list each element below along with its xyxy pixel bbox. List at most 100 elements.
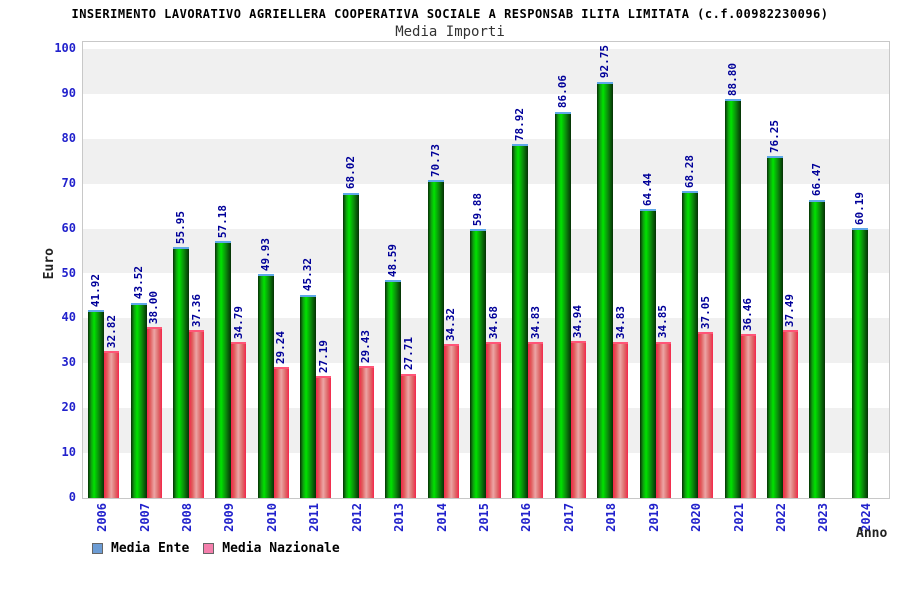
bar-media-nazionale-2011 bbox=[316, 375, 332, 498]
bar-media-ente-2017 bbox=[554, 111, 571, 498]
value-label-media-ente-2013: 48.59 bbox=[386, 243, 400, 277]
bar-media-nazionale-2009 bbox=[231, 341, 247, 498]
bar-media-nazionale-2010 bbox=[273, 366, 289, 498]
y-tick-label-0: 0 bbox=[68, 490, 76, 504]
legend-swatch-media-ente-icon bbox=[92, 543, 103, 554]
value-label-media-nazionale-2010: 29.24 bbox=[274, 330, 288, 364]
x-tick-label-2015: 2015 bbox=[477, 503, 491, 532]
value-label-media-ente-2006: 41.92 bbox=[89, 273, 103, 307]
bar-media-nazionale-2012 bbox=[358, 365, 374, 498]
y-tick-label-10: 10 bbox=[61, 445, 76, 460]
value-label-media-ente-2019: 64.44 bbox=[640, 172, 654, 206]
bar-media-ente-2011 bbox=[300, 294, 317, 498]
bar-media-nazionale-2017 bbox=[570, 341, 586, 498]
x-tick-label-2020: 2020 bbox=[689, 503, 704, 532]
x-tick-label-2010: 2010 bbox=[264, 503, 279, 532]
x-tick-label-2011: 2011 bbox=[307, 503, 322, 532]
x-tick-label-2017: 2017 bbox=[561, 503, 576, 532]
value-label-media-nazionale-2006: 32.82 bbox=[104, 314, 118, 348]
bar-media-ente-2015 bbox=[470, 229, 486, 498]
bar-media-ente-2021 bbox=[724, 99, 741, 498]
value-label-media-nazionale-2008: 37.36 bbox=[189, 294, 203, 328]
value-label-media-nazionale-2016: 34.83 bbox=[528, 305, 542, 339]
value-label-media-nazionale-2018: 34.83 bbox=[613, 305, 627, 339]
bar-media-ente-2008 bbox=[173, 246, 190, 498]
x-tick-label-2022: 2022 bbox=[773, 503, 788, 532]
y-tick-label-20: 20 bbox=[61, 400, 76, 415]
value-label-media-ente-2020: 68.28 bbox=[683, 155, 697, 189]
plot-band bbox=[83, 49, 889, 94]
value-label-media-nazionale-2017: 34.94 bbox=[571, 305, 585, 339]
value-label-media-ente-2016: 78.92 bbox=[513, 107, 527, 141]
bar-media-nazionale-2014 bbox=[443, 343, 459, 498]
legend-label-media-ente: Media Ente bbox=[111, 541, 190, 556]
value-label-media-nazionale-2012: 29.43 bbox=[359, 329, 373, 363]
value-label-media-nazionale-2020: 37.05 bbox=[698, 295, 712, 329]
x-tick-label-2016: 2016 bbox=[519, 503, 534, 532]
bar-media-nazionale-2016 bbox=[528, 341, 544, 498]
y-tick-label-30: 30 bbox=[61, 355, 76, 370]
value-label-media-nazionale-2022: 37.49 bbox=[783, 293, 797, 327]
value-label-media-ente-2024: 60.19 bbox=[852, 191, 866, 225]
x-tick-label-2019: 2019 bbox=[646, 503, 661, 532]
chart-title: INSERIMENTO LAVORATIVO AGRIELLERA COOPER… bbox=[71, 7, 829, 21]
x-tick-label-2006: 2006 bbox=[95, 503, 110, 532]
value-label-media-nazionale-2013: 27.71 bbox=[401, 337, 415, 371]
bar-media-nazionale-2018 bbox=[613, 341, 629, 498]
bar-media-ente-2016 bbox=[512, 143, 529, 498]
value-label-media-nazionale-2021: 36.46 bbox=[741, 298, 755, 332]
value-label-media-nazionale-2014: 34.32 bbox=[444, 307, 458, 341]
bar-media-ente-2024 bbox=[851, 227, 868, 498]
legend-swatch-media-nazionale-icon bbox=[203, 543, 215, 554]
y-tick-label-40: 40 bbox=[61, 310, 76, 325]
bar-media-nazionale-2007 bbox=[146, 327, 162, 498]
value-label-media-ente-2023: 66.47 bbox=[810, 163, 824, 197]
x-tick-label-2007: 2007 bbox=[137, 503, 152, 532]
bar-media-nazionale-2022 bbox=[782, 329, 798, 498]
value-label-media-ente-2007: 43.52 bbox=[131, 266, 145, 300]
chart-subtitle: Media Importi bbox=[395, 24, 505, 40]
y-tick-label-100: 100 bbox=[54, 41, 76, 55]
value-label-media-ente-2018: 92.75 bbox=[598, 45, 612, 79]
x-tick-label-2013: 2013 bbox=[392, 503, 407, 532]
bar-media-ente-2020 bbox=[682, 191, 699, 498]
bar-media-nazionale-2008 bbox=[189, 330, 205, 498]
bar-media-ente-2010 bbox=[257, 273, 274, 498]
value-label-media-ente-2009: 57.18 bbox=[216, 205, 230, 239]
x-tick-label-2009: 2009 bbox=[222, 503, 237, 532]
value-label-media-ente-2011: 45.32 bbox=[301, 258, 315, 292]
x-tick-label-2021: 2021 bbox=[731, 503, 746, 532]
value-label-media-ente-2012: 68.02 bbox=[343, 156, 357, 190]
value-label-media-ente-2017: 86.06 bbox=[555, 75, 569, 109]
bar-media-ente-2014 bbox=[427, 180, 444, 498]
plot-area: 41.92 32.82 43.52 38.00 55.95 37.36 57.18 34.79… bbox=[82, 41, 890, 499]
x-tick-label-2023: 2023 bbox=[816, 503, 831, 532]
legend: Media Ente Media Nazionale bbox=[92, 541, 340, 556]
value-label-media-nazionale-2011: 27.19 bbox=[316, 339, 330, 373]
x-axis-title: Anno bbox=[856, 526, 888, 541]
y-tick-label-70: 70 bbox=[61, 175, 76, 190]
x-tick-label-2008: 2008 bbox=[180, 503, 195, 532]
bar-media-ente-2012 bbox=[342, 192, 359, 498]
value-label-media-ente-2014: 70.73 bbox=[428, 144, 442, 178]
bar-media-nazionale-2019 bbox=[655, 341, 671, 498]
bar-media-nazionale-2020 bbox=[698, 331, 714, 498]
y-axis-tick-labels: 0 10 20 30 40 50 60 70 80 90 100 bbox=[28, 41, 76, 504]
bar-media-ente-2006 bbox=[88, 309, 105, 498]
legend-label-media-nazionale: Media Nazionale bbox=[222, 541, 340, 556]
value-label-media-ente-2008: 55.95 bbox=[174, 210, 188, 244]
y-tick-label-80: 80 bbox=[61, 130, 76, 145]
bar-media-nazionale-2021 bbox=[740, 334, 756, 498]
bar-media-ente-2023 bbox=[809, 199, 826, 498]
bar-media-ente-2009 bbox=[215, 241, 232, 498]
bar-media-nazionale-2006 bbox=[104, 350, 120, 498]
legend-item-media-nazionale: Media Nazionale bbox=[203, 541, 340, 556]
bar-media-nazionale-2013 bbox=[401, 373, 417, 498]
y-tick-label-60: 60 bbox=[61, 220, 76, 235]
value-label-media-ente-2021: 88.80 bbox=[725, 63, 739, 97]
bar-media-ente-2019 bbox=[639, 208, 656, 498]
value-label-media-nazionale-2015: 34.68 bbox=[486, 306, 500, 340]
bar-media-ente-2007 bbox=[130, 302, 147, 498]
bar-media-ente-2018 bbox=[597, 81, 614, 498]
value-label-media-ente-2010: 49.93 bbox=[258, 237, 272, 271]
